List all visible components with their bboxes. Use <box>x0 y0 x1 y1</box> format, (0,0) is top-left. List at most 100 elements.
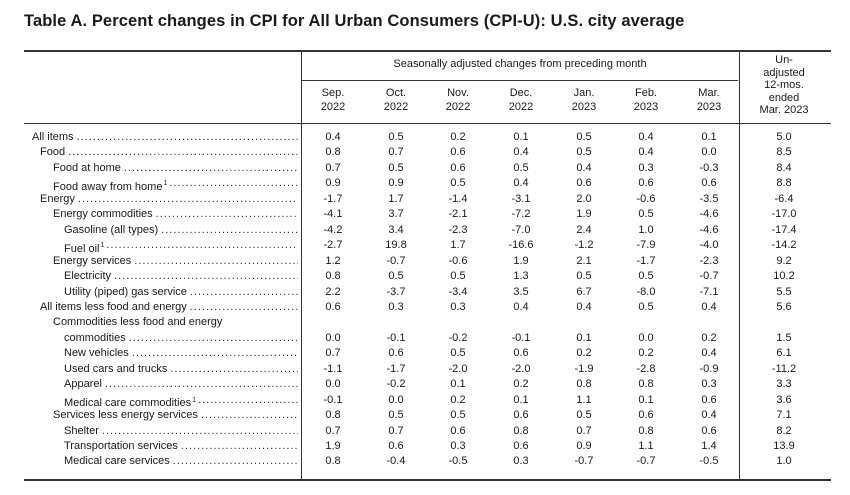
value-cell: 0.5 <box>576 131 592 143</box>
value-cell: 0.4 <box>513 146 529 159</box>
value-cell: 0.5 <box>450 270 466 283</box>
column-header: Oct. 2022 <box>383 87 409 113</box>
footnote-marker: 1 <box>192 396 197 404</box>
value-cell: 0.7 <box>325 347 341 360</box>
value-cell: 0.6 <box>388 347 404 360</box>
value-cell: -7.0 <box>511 223 531 236</box>
table-row: Energy..................................… <box>0 192 850 207</box>
value-cell: 0.3 <box>450 440 466 452</box>
group-header: Seasonally adjusted changes from precedi… <box>393 58 647 70</box>
value-cell: 0.1 <box>701 131 717 143</box>
table-row: All items...............................… <box>0 130 850 145</box>
value-cell: 0.8 <box>325 409 341 422</box>
value-cell: 0.4 <box>513 177 529 190</box>
value-cell: 0.4 <box>325 131 341 143</box>
unadjusted-cell <box>754 315 814 330</box>
row-label: New vehicles <box>64 347 130 360</box>
value-cell: 0.8 <box>576 378 592 391</box>
table-row: Services less energy services...........… <box>0 408 850 423</box>
table-row: Commodities less food and energy <box>0 315 850 330</box>
column-header: Nov. 2022 <box>445 87 471 113</box>
row-label: Food away from home1 <box>53 180 168 192</box>
value-cell: 1.9 <box>576 208 592 221</box>
row-label: Food at home <box>53 161 122 174</box>
value-cell: -4.0 <box>699 239 719 252</box>
top-rule <box>24 50 831 52</box>
unadjusted-cell: -14.2 <box>771 239 797 252</box>
value-cell: 0.0 <box>325 378 341 391</box>
value-cell: -1.4 <box>448 192 468 205</box>
row-label: Services less energy services <box>53 409 199 422</box>
dot-leader: ........................................… <box>106 239 298 252</box>
value-cell: 0.0 <box>325 331 341 344</box>
value-cell: -1.7 <box>636 254 656 267</box>
value-cell <box>366 315 426 330</box>
column-divider <box>301 50 302 480</box>
value-cell: 3.4 <box>388 223 404 236</box>
value-cell: -1.7 <box>386 362 406 375</box>
value-cell: 0.3 <box>388 300 404 313</box>
value-cell: 0.1 <box>513 131 529 143</box>
value-cell: 0.6 <box>638 409 654 422</box>
value-cell: -2.3 <box>699 254 719 267</box>
value-cell: -4.6 <box>699 208 719 221</box>
dot-leader: ........................................… <box>169 177 298 190</box>
value-cell: 0.3 <box>638 161 654 174</box>
value-cell: -0.4 <box>386 455 406 468</box>
value-cell: -1.7 <box>323 192 343 205</box>
value-cell: 1.3 <box>513 270 529 283</box>
value-cell: -2.7 <box>323 239 343 252</box>
value-cell: 0.8 <box>325 455 341 468</box>
unadjusted-cell: 5.0 <box>776 131 792 143</box>
dot-leader: ........................................… <box>104 378 298 391</box>
value-cell <box>491 315 551 330</box>
dot-leader: ........................................… <box>172 455 298 468</box>
value-cell: -1.2 <box>574 239 594 252</box>
value-cell: 0.2 <box>701 331 717 344</box>
value-cell: -4.6 <box>699 223 719 236</box>
unadjusted-cell: 7.1 <box>776 409 792 422</box>
value-cell: 0.1 <box>638 393 654 406</box>
bottom-rule <box>24 479 831 481</box>
value-cell: -0.9 <box>699 362 719 375</box>
dot-leader: ........................................… <box>76 131 298 143</box>
row-label: Energy services <box>53 254 133 267</box>
dot-leader: ........................................… <box>131 347 298 360</box>
value-cell: 0.5 <box>576 270 592 283</box>
value-cell: 0.7 <box>325 424 341 437</box>
value-cell: 0.3 <box>513 455 529 468</box>
table-row: Medical care services...................… <box>0 454 850 469</box>
value-cell: 0.7 <box>576 424 592 437</box>
value-cell: 0.6 <box>513 409 529 422</box>
table-row: New vehicles............................… <box>0 346 850 361</box>
value-cell: -0.1 <box>386 331 406 344</box>
unadjusted-cell: 1.5 <box>776 331 792 344</box>
value-cell: 1.1 <box>576 393 592 406</box>
value-cell: -2.8 <box>636 362 656 375</box>
value-cell: -0.7 <box>636 455 656 468</box>
group-header-rule <box>302 80 738 81</box>
value-cell: 0.2 <box>450 131 466 143</box>
value-cell: 0.9 <box>325 177 341 190</box>
value-cell: -7.1 <box>699 285 719 298</box>
row-label: Electricity <box>64 270 113 283</box>
value-cell: 0.2 <box>638 347 654 360</box>
value-cell: -0.7 <box>386 254 406 267</box>
table-row: Medical care commodities1...............… <box>0 393 850 408</box>
unadjusted-cell: 13.9 <box>773 440 795 452</box>
value-cell: 1.9 <box>513 254 529 267</box>
value-cell: 0.6 <box>513 440 529 452</box>
value-cell: 0.5 <box>638 300 654 313</box>
dot-leader: ........................................… <box>77 192 298 205</box>
value-cell: 0.3 <box>450 300 466 313</box>
value-cell: 0.5 <box>513 161 529 174</box>
unadjusted-cell: -11.2 <box>771 362 797 375</box>
value-cell: 0.6 <box>701 177 717 190</box>
value-cell: 2.2 <box>325 285 341 298</box>
table-row: Transportation services.................… <box>0 439 850 454</box>
dot-leader: ........................................… <box>198 393 298 406</box>
table-row: Food....................................… <box>0 145 850 160</box>
unadjusted-cell: 8.4 <box>776 161 792 174</box>
value-cell: 0.8 <box>325 270 341 283</box>
value-cell: 6.7 <box>576 285 592 298</box>
